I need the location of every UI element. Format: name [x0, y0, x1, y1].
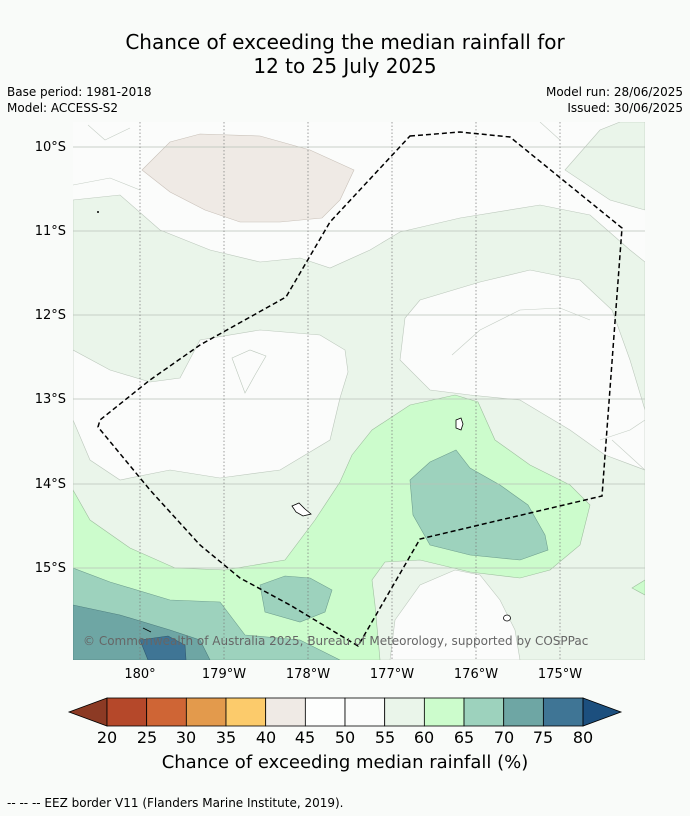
- colorbar-swatch: [423, 697, 465, 727]
- contour-line-right: [451, 307, 645, 471]
- colorbar-extend-low: [67, 697, 108, 727]
- contour-line-upper: [73, 122, 561, 191]
- colorbar-tick-label: 80: [573, 728, 593, 747]
- copyright-notice: © Commonwealth of Australia 2025, Bureau…: [83, 634, 588, 648]
- colorbar-tick-label: 40: [256, 728, 276, 747]
- colorbar-swatch: [542, 697, 584, 727]
- colorbar-swatch: [463, 697, 505, 727]
- colorbar: [67, 697, 623, 727]
- model-name: Model: ACCESS-S2: [7, 101, 119, 115]
- colorbar-tick-label: 60: [414, 728, 434, 747]
- contour-60-65-edge: [631, 579, 645, 596]
- contour-75-80-region: [139, 635, 187, 660]
- colorbar-swatch: [304, 697, 346, 727]
- latitude-gridlines: [73, 146, 645, 569]
- metadata-left: Base period: 1981-2018 Model: ACCESS-S2: [7, 84, 152, 116]
- lat-label: 14°S: [35, 477, 66, 492]
- colorbar-tick-label: 50: [335, 728, 355, 747]
- lat-label: 12°S: [35, 308, 66, 323]
- lat-label: 10°S: [35, 140, 66, 155]
- colorbar-swatch: [106, 697, 148, 727]
- lon-label: 175°W: [538, 667, 582, 682]
- eez-legend-note: -- -- -- EEZ border V11 (Flanders Marine…: [7, 796, 344, 810]
- island-shape: [503, 614, 511, 622]
- eez-border: [97, 131, 623, 648]
- base-period: Base period: 1981-2018: [7, 85, 152, 99]
- contour-50-55-small: [231, 349, 267, 394]
- contour-50-55-pocket: [73, 329, 349, 481]
- map-title: Chance of exceeding the median rainfall …: [0, 30, 690, 78]
- lat-label: 15°S: [35, 561, 66, 576]
- island-shape: [291, 502, 312, 517]
- colorbar-tick-label: 70: [494, 728, 514, 747]
- colorbar-labels: 20 25 30 35 40 45 50 55 60 65 70 75 80: [97, 728, 593, 747]
- metadata-right: Model run: 28/06/2025 Issued: 30/06/2025: [546, 84, 683, 116]
- lat-label: 11°S: [35, 224, 66, 239]
- title-line-1: Chance of exceeding the median rainfall …: [125, 30, 565, 54]
- colorbar-title: Chance of exceeding median rainfall (%): [161, 752, 529, 773]
- colorbar-tick-label: 30: [176, 728, 196, 747]
- contour-55-60-corner: [564, 122, 645, 211]
- island-dot: [97, 211, 99, 213]
- longitude-labels: 180° 179°W 178°W 177°W 176°W 175°W: [124, 667, 582, 682]
- latitude-labels: 10°S 11°S 12°S 13°S 14°S 15°S: [35, 140, 66, 576]
- colorbar-swatch: [503, 697, 544, 727]
- contour-50-55-region: [399, 269, 645, 471]
- lon-label: 179°W: [202, 667, 246, 682]
- colorbar-tick-label: 55: [375, 728, 395, 747]
- contour-40-45-region: [141, 133, 355, 223]
- contour-50-55-lower-right: [389, 569, 521, 660]
- colorbar-swatch: [344, 697, 386, 727]
- colorbar-tick-label: 75: [533, 728, 553, 747]
- model-run: Model run: 28/06/2025: [545, 85, 683, 99]
- colorbar-tick-label: 25: [137, 728, 157, 747]
- island-shape: [142, 627, 152, 633]
- colorbar-swatch: [185, 697, 227, 727]
- longitude-gridlines: [139, 122, 561, 660]
- title-line-2: 12 to 25 July 2025: [253, 54, 437, 78]
- colorbar-swatch: [146, 697, 187, 727]
- lon-label: 180°: [124, 667, 155, 682]
- colorbar-swatch: [265, 697, 306, 727]
- contour-65-70-blob: [259, 575, 333, 623]
- colorbar-tick-label: 45: [295, 728, 315, 747]
- colorbar-tick-label: 20: [97, 728, 117, 747]
- issued-date: Issued: 30/06/2025: [567, 101, 683, 115]
- lat-label: 13°S: [35, 392, 66, 407]
- lon-label: 177°W: [370, 667, 414, 682]
- colorbar-tick-label: 65: [454, 728, 474, 747]
- colorbar-swatch: [225, 697, 267, 727]
- colorbar-extend-high: [582, 697, 623, 727]
- island-shape: [455, 417, 464, 431]
- lon-label: 176°W: [454, 667, 498, 682]
- lon-label: 178°W: [286, 667, 330, 682]
- colorbar-swatch: [384, 697, 425, 727]
- colorbar-tick-label: 35: [216, 728, 236, 747]
- map-area: [73, 122, 645, 660]
